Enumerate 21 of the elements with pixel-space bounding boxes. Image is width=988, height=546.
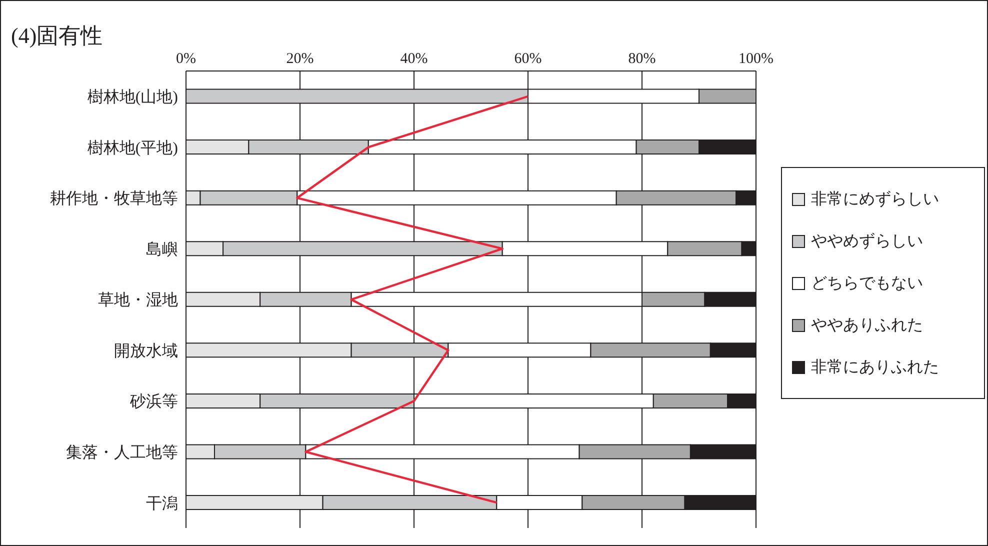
y-tick-label: 砂浜等: [129, 392, 178, 411]
chart-title: (4)固有性: [11, 22, 103, 50]
x-tick-label: 100%: [738, 51, 774, 67]
y-tick-label: 干潟: [146, 495, 178, 512]
y-tick-label: 島嶼: [146, 240, 178, 258]
legend-label: ややめずらしい: [811, 232, 923, 252]
x-tick-label: 0%: [176, 51, 196, 67]
y-tick-label: 樹林地(平地): [87, 138, 178, 157]
y-tick-label: 樹林地(山地): [87, 88, 178, 106]
x-tick-label: 20%: [286, 51, 314, 67]
y-tick-label: 草地・湿地: [98, 291, 178, 310]
y-tick-label: 開放水域: [114, 342, 178, 360]
y-tick-label: 耕作地・牧草地等: [50, 190, 178, 208]
legend-label: 非常にありふれた: [811, 358, 939, 378]
legend-label: 非常にめずらしい: [811, 190, 939, 210]
legend-label: どちらでもない: [811, 274, 923, 294]
y-tick-label: 集落・人工地等: [66, 444, 178, 462]
legend-label: ややありふれた: [811, 316, 923, 336]
x-tick-label: 40%: [400, 51, 428, 67]
x-tick-label: 80%: [628, 51, 656, 67]
x-tick-label: 60%: [514, 51, 542, 67]
